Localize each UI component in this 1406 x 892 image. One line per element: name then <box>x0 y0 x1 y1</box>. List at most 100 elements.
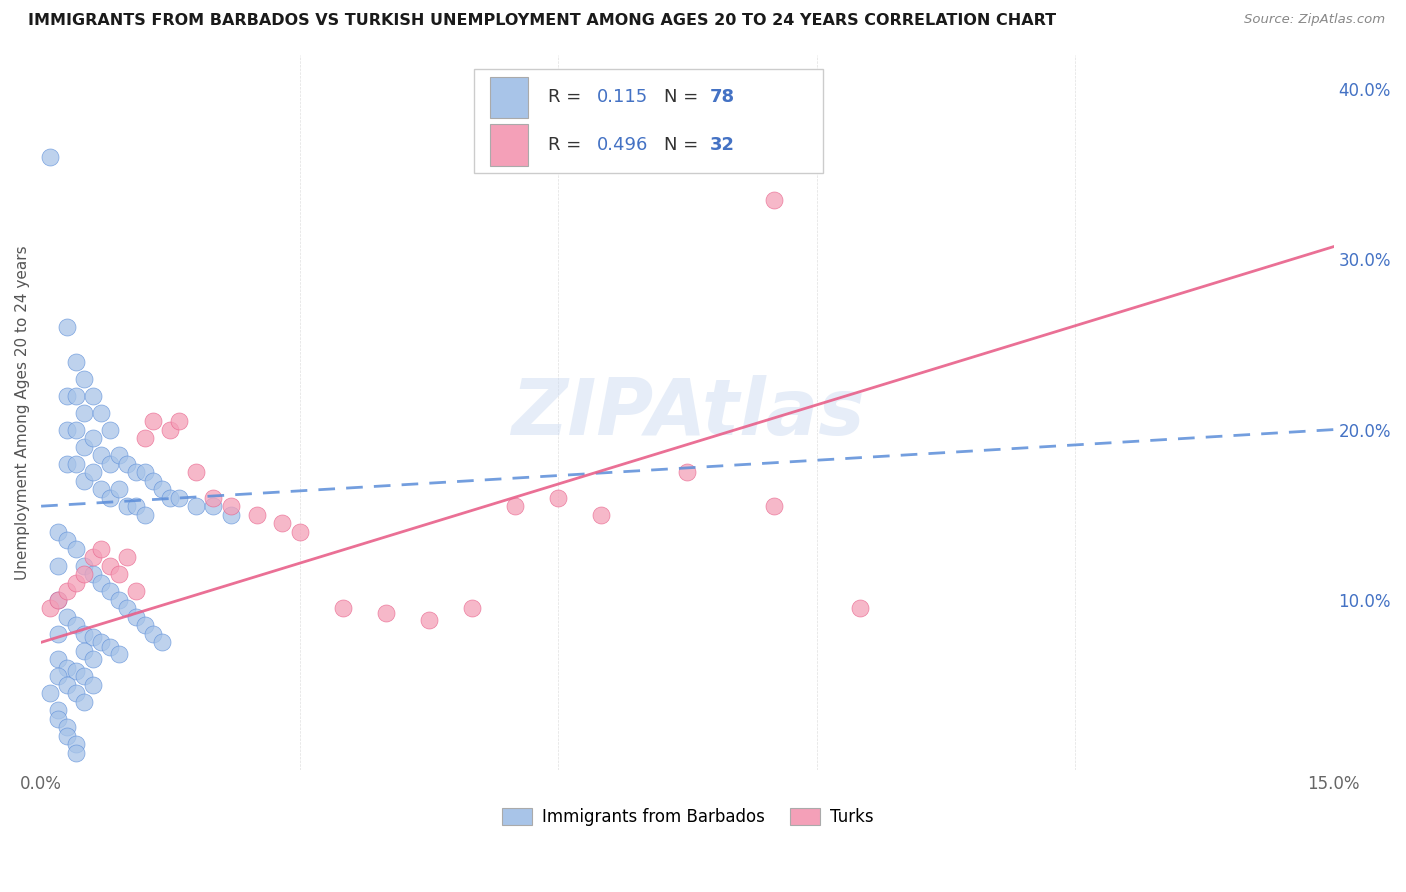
Point <box>591 508 613 522</box>
Point <box>56 457 79 471</box>
Point <box>98 491 121 505</box>
Point <box>125 584 148 599</box>
Point <box>107 567 129 582</box>
Point <box>82 567 104 582</box>
Point <box>167 414 190 428</box>
Point <box>73 627 96 641</box>
Point <box>65 746 87 760</box>
Point <box>202 499 225 513</box>
Point <box>82 652 104 666</box>
Point <box>73 567 96 582</box>
Point <box>117 457 139 471</box>
Point <box>56 661 79 675</box>
Point <box>65 423 87 437</box>
Text: N =: N = <box>664 136 704 154</box>
Point <box>65 541 87 556</box>
Point <box>134 465 156 479</box>
Text: 78: 78 <box>710 88 734 106</box>
Point <box>142 414 165 428</box>
Point <box>98 423 121 437</box>
Point <box>82 388 104 402</box>
Point <box>547 491 569 505</box>
FancyBboxPatch shape <box>489 125 529 166</box>
Point <box>125 499 148 513</box>
Point <box>202 491 225 505</box>
FancyBboxPatch shape <box>489 77 529 118</box>
Point <box>46 524 69 539</box>
Point <box>90 541 112 556</box>
Point <box>676 465 699 479</box>
Point <box>461 601 484 615</box>
Point <box>98 640 121 655</box>
Point <box>82 630 104 644</box>
Point <box>56 388 79 402</box>
Point <box>186 499 208 513</box>
Point <box>98 584 121 599</box>
Point <box>46 652 69 666</box>
Point <box>762 499 785 513</box>
Y-axis label: Unemployment Among Ages 20 to 24 years: Unemployment Among Ages 20 to 24 years <box>15 245 30 580</box>
Point <box>219 508 242 522</box>
Point <box>82 465 104 479</box>
Point <box>288 524 311 539</box>
Point <box>107 448 129 462</box>
Point <box>73 669 96 683</box>
Point <box>107 482 129 496</box>
Point <box>73 695 96 709</box>
Point <box>73 644 96 658</box>
Point <box>65 457 87 471</box>
Text: N =: N = <box>664 88 704 106</box>
Point <box>38 150 60 164</box>
Point <box>117 601 139 615</box>
Point <box>117 499 139 513</box>
Point <box>107 592 129 607</box>
Point <box>65 618 87 632</box>
Legend: Immigrants from Barbados, Turks: Immigrants from Barbados, Turks <box>502 808 873 826</box>
Point <box>73 440 96 454</box>
Point <box>117 550 139 565</box>
Text: 0.496: 0.496 <box>598 136 648 154</box>
Point <box>167 491 190 505</box>
Point <box>503 499 526 513</box>
Point <box>98 457 121 471</box>
Point <box>73 406 96 420</box>
Point <box>142 627 165 641</box>
Point <box>56 320 79 334</box>
Point <box>150 635 173 649</box>
Point <box>90 482 112 496</box>
Text: R =: R = <box>548 136 586 154</box>
Text: 32: 32 <box>710 136 734 154</box>
Point <box>142 474 165 488</box>
Point <box>125 609 148 624</box>
Point <box>73 371 96 385</box>
Point <box>159 491 181 505</box>
Point <box>82 431 104 445</box>
FancyBboxPatch shape <box>474 70 823 173</box>
Point <box>82 550 104 565</box>
Point <box>65 388 87 402</box>
Point <box>65 738 87 752</box>
Point <box>107 647 129 661</box>
Point <box>46 558 69 573</box>
Point <box>73 474 96 488</box>
Point <box>134 431 156 445</box>
Text: ZIPAtlas: ZIPAtlas <box>510 375 865 450</box>
Point <box>159 423 181 437</box>
Point <box>46 712 69 726</box>
Point <box>56 721 79 735</box>
Point <box>56 584 79 599</box>
Point <box>56 423 79 437</box>
Point <box>82 678 104 692</box>
Point <box>65 354 87 368</box>
Point <box>332 601 354 615</box>
Point <box>73 558 96 573</box>
Point <box>65 575 87 590</box>
Point <box>56 533 79 548</box>
Point <box>56 678 79 692</box>
Point <box>271 516 294 531</box>
Point <box>90 448 112 462</box>
Point <box>46 627 69 641</box>
Point <box>46 703 69 717</box>
Text: R =: R = <box>548 88 586 106</box>
Point <box>150 482 173 496</box>
